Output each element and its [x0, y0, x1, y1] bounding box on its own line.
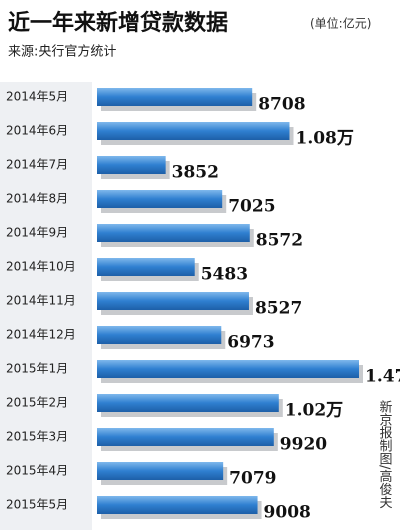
value-label: 3852 [172, 163, 219, 183]
bar [97, 292, 249, 310]
category-label: 2015年5月 [6, 498, 68, 512]
category-label: 2015年3月 [6, 430, 68, 444]
chart-title: 近一年来新增贷款数据 [8, 10, 228, 36]
bar [97, 462, 224, 480]
bar [97, 326, 222, 344]
bar [97, 496, 258, 514]
source: 来源:央行官方统计 [8, 44, 116, 60]
value-label: 8708 [258, 95, 305, 115]
category-label: 2014年11月 [6, 294, 76, 308]
bar [97, 190, 223, 208]
value-label: 5483 [201, 265, 248, 285]
category-label: 2014年6月 [6, 124, 68, 138]
value-label: 9920 [280, 435, 327, 455]
category-label: 2014年12月 [6, 328, 76, 342]
value-label: 9008 [264, 503, 311, 523]
bar [97, 360, 359, 378]
category-label: 2014年10月 [6, 260, 76, 274]
value-label: 6973 [227, 333, 274, 353]
value-label: 1.08万 [295, 129, 353, 149]
category-label: 2014年5月 [6, 90, 68, 104]
value-label: 1.47万 [365, 367, 400, 387]
bar [97, 224, 250, 242]
unit: (单位:亿元) [310, 16, 371, 31]
bar [97, 428, 274, 446]
category-label: 2014年7月 [6, 158, 68, 172]
category-label: 2015年4月 [6, 464, 68, 478]
bar [97, 122, 290, 140]
bar [97, 258, 195, 276]
credit: 新京报制图/高俊夫 [377, 399, 393, 508]
value-label: 7079 [229, 469, 276, 489]
category-label: 2015年2月 [6, 396, 68, 410]
category-label: 2014年9月 [6, 226, 68, 240]
category-label: 2014年8月 [6, 192, 68, 206]
value-label: 8527 [255, 299, 302, 319]
bar [97, 394, 279, 412]
value-label: 7025 [228, 197, 275, 217]
bar [97, 88, 253, 106]
value-label: 1.02万 [285, 401, 343, 421]
label-panel [0, 82, 92, 530]
bar [97, 156, 166, 174]
category-label: 2015年1月 [6, 362, 68, 376]
value-label: 8572 [256, 231, 303, 251]
